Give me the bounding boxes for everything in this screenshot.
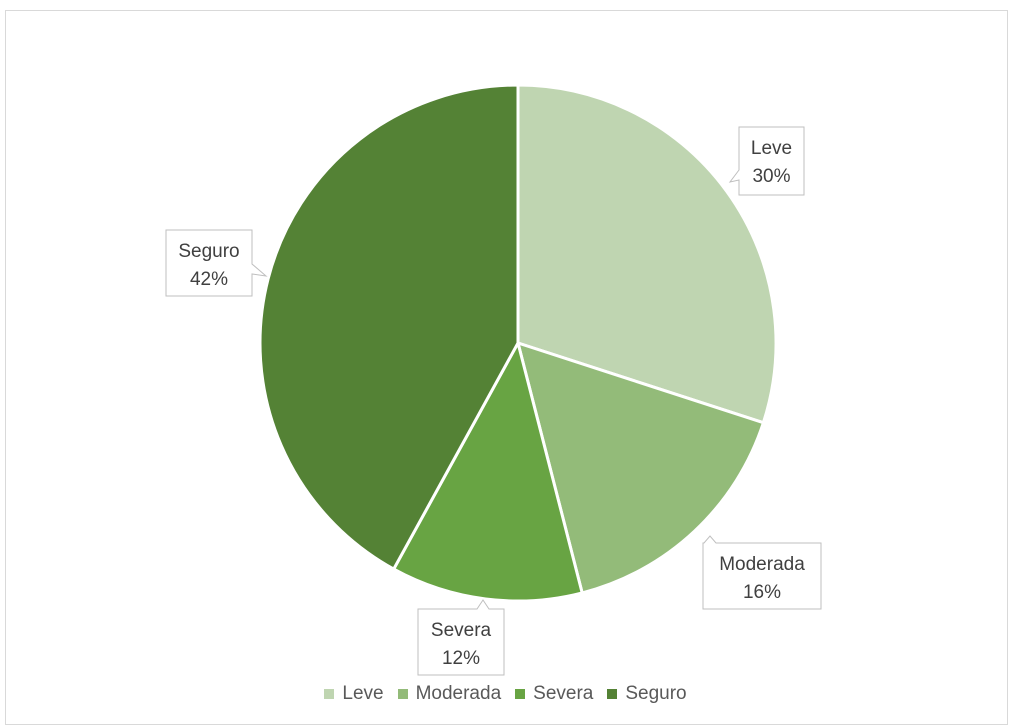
legend-item-severa: Severa (515, 683, 593, 705)
legend: Leve Moderada Severa Seguro (0, 683, 1011, 705)
legend-label-moderada: Moderada (415, 683, 502, 704)
pie-slice-seguro (258, 83, 520, 572)
data-label-seguro: Seguro 42% (165, 229, 268, 297)
callout-box-severa (417, 599, 505, 676)
data-label-category-seguro: Seguro (178, 241, 239, 262)
callout-box-seguro (165, 229, 268, 297)
data-label-value-moderada: 16% (743, 582, 781, 603)
data-label-value-severa: 12% (442, 648, 480, 669)
legend-swatch-seguro (607, 689, 618, 699)
pie-slice-leve (516, 83, 778, 425)
data-label-leve: Leve 30% (728, 126, 805, 196)
legend-item-moderada: Moderada (397, 683, 502, 705)
data-label-value-seguro: 42% (190, 269, 228, 290)
pie-slice-moderada (515, 340, 766, 595)
pie-slice-severa (391, 338, 584, 603)
legend-label-severa: Severa (533, 683, 594, 704)
legend-label-seguro: Seguro (625, 683, 687, 704)
callout-box-moderada (702, 535, 822, 610)
data-label-value-leve: 30% (752, 166, 790, 187)
legend-swatch-severa (515, 689, 526, 699)
legend-swatch-leve (324, 689, 335, 699)
legend-item-seguro: Seguro (607, 683, 687, 705)
data-label-category-leve: Leve (751, 138, 792, 159)
legend-label-leve: Leve (342, 683, 384, 704)
data-label-severa: Severa 12% (417, 599, 505, 676)
data-label-moderada: Moderada 16% (702, 535, 822, 610)
legend-item-leve: Leve (324, 683, 384, 705)
data-label-category-severa: Severa (431, 620, 492, 641)
callout-box-leve (728, 126, 805, 196)
legend-swatch-moderada (397, 689, 408, 699)
data-label-category-moderada: Moderada (719, 554, 805, 575)
